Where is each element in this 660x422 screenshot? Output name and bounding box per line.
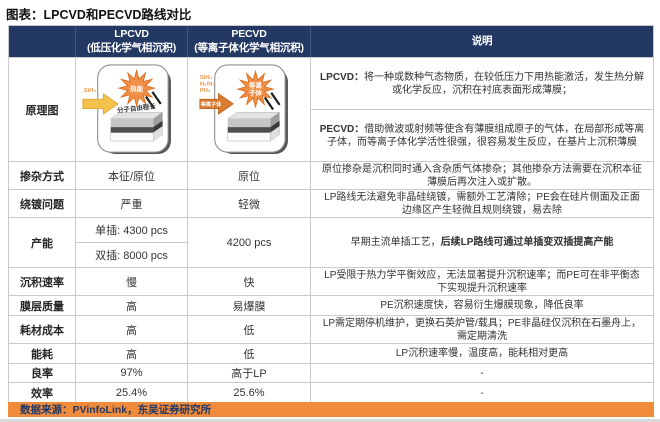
- lpcvd-definition-prefix: LPCVD：: [320, 71, 364, 83]
- row-label-efficiency: 效率: [9, 383, 76, 403]
- lpcvd-definition-text: 将一种或数种气态物质，在较低压力下用热能激活，发生热分解或化学反应，沉积在衬底表…: [363, 71, 644, 96]
- pecvd-principle-diagram: 等离 子体 等离子体 SiH₄ H₂/N₂ PH₃: [199, 64, 288, 155]
- lpcvd-principle-diagram: 热能 SiH₄ 分子自由程长: [81, 64, 171, 155]
- row-label-capacity: 产能: [9, 218, 76, 267]
- row-label-energy: 能耗: [9, 344, 76, 363]
- consumables-pecvd-value: 低: [188, 316, 311, 343]
- plasma-burst-icon: [236, 69, 275, 109]
- header-description: 说明: [471, 34, 493, 47]
- radical-strokes-icon: [144, 91, 162, 110]
- header-pecvd: PECVD (等离子体化学气相沉积): [188, 26, 311, 57]
- yield-pecvd-value: 高于LP: [188, 364, 311, 382]
- pecvd-definition: PECVD：借助微波或射频等使含有薄膜组成原子的气体，在局部形成等离子体，而等离…: [311, 110, 653, 161]
- gas-arrow-icon: [81, 93, 119, 115]
- row-doping: 掺杂方式 本征/原位 原位 原位掺杂是沉积同时通入含杂质气体掺杂；其他掺杂方法需…: [9, 162, 653, 190]
- gas-label-2: H₂/N₂: [200, 81, 216, 87]
- bottom-edge-strip: [0, 419, 660, 422]
- capacity-lpcvd-single-value: 单插: 4300 pcs: [76, 218, 187, 243]
- row-consumables-cost: 耗材成本 高 低 LP需定期停机维护，更换石英炉管/载具；PE非晶硅仅沉积在石墨…: [9, 316, 653, 344]
- capacity-desc-bold: 后续LP路线可通过单插变双插提高产能: [440, 237, 614, 248]
- row-deposition-rate: 沉积速率 慢 快 LP受限于热力学平衡效应，无法显著提升沉积速率；而PE可在非平…: [9, 268, 653, 296]
- row-wraparound: 绕镀问题 严重 轻微 LP路线无法避免非晶硅绕镀，需额外工艺清除；PE会在硅片侧…: [9, 190, 653, 218]
- row-principle: 原理图 热能: [9, 58, 653, 162]
- plasma-arrow-icon: [199, 93, 234, 115]
- wafer-stack-icon: [109, 112, 163, 142]
- energy-lpcvd-value: 高: [76, 344, 188, 363]
- deposition-desc: LP受限于热力学平衡效应，无法显著提升沉积速率；而PE可在非平衡态下实现提升沉积…: [324, 269, 640, 294]
- data-source-text: 数据来源：PVinfoLink，东吴证券研究所: [20, 404, 212, 416]
- header-pecvd-name: PECVD: [231, 28, 267, 41]
- row-label-film-quality: 膜层质量: [9, 296, 76, 315]
- capacity-desc: 早期主流单插工艺，后续LP路线可通过单插变双插提高产能: [311, 218, 653, 267]
- wraparound-lpcvd-value: 严重: [76, 190, 188, 217]
- burst-label-line2: 子体: [249, 88, 262, 97]
- doping-desc: 原位掺杂是沉积同时通入含杂质气体掺杂；其他掺杂方法需要在沉积本征薄膜后再次注入或…: [322, 163, 642, 188]
- gas-label-3: PH₃: [200, 88, 211, 94]
- capacity-lpcvd-cell: 单插: 4300 pcs 双插: 8000 pcs: [76, 218, 188, 267]
- doping-pecvd-value: 原位: [188, 162, 311, 189]
- row-label-wraparound: 绕镀问题: [9, 190, 76, 217]
- consumables-desc: LP需定期停机维护，更换石英炉管/载具；PE非晶硅仅沉积在石墨舟上，需定期清洗: [322, 317, 642, 342]
- burst-label-line1: 等离: [248, 81, 262, 90]
- row-label-doping: 掺杂方式: [9, 162, 76, 189]
- gas-label-1: SiH₄: [200, 75, 213, 81]
- film-pecvd-value: 易爆膜: [188, 296, 311, 315]
- pecvd-definition-text: 借助微波或射频等使含有薄膜组成原子的气体，在局部形成等离子体，而等离子体化学活性…: [327, 123, 645, 148]
- efficiency-lpcvd-value: 25.4%: [76, 383, 188, 403]
- film-lpcvd-value: 高: [76, 296, 188, 315]
- film-desc: PE沉积速度快，容易衍生爆膜现象，降低良率: [380, 300, 584, 311]
- efficiency-desc: -: [480, 387, 484, 399]
- header-blank-cell: [9, 26, 76, 57]
- plasma-arrow-label: 等离子体: [201, 101, 222, 108]
- capacity-desc-normal: 早期主流单插工艺，: [350, 237, 441, 248]
- doping-lpcvd-value: 本征/原位: [76, 162, 188, 189]
- row-capacity: 产能 单插: 4300 pcs 双插: 8000 pcs 4200 pcs 早期…: [9, 218, 653, 268]
- source-bar: 数据来源：PVinfoLink，东吴证券研究所: [8, 402, 654, 417]
- wafer-stack-icon: [226, 112, 281, 142]
- burst-label: 热能: [130, 84, 143, 93]
- header-lpcvd-fullname: (低压化学气相沉积): [87, 41, 176, 54]
- table-header-row: LPCVD (低压化学气相沉积) PECVD (等离子体化学气相沉积) 说明: [9, 26, 653, 58]
- wraparound-pecvd-value: 轻微: [188, 190, 311, 217]
- deposition-lpcvd-value: 慢: [76, 268, 188, 295]
- row-energy: 能耗 高 低 LP沉积速率慢，温度高，能耗相对更高: [9, 344, 653, 364]
- header-lpcvd: LPCVD (低压化学气相沉积): [76, 26, 188, 57]
- row-label-principle: 原理图: [9, 58, 76, 161]
- yield-desc: -: [480, 367, 484, 379]
- row-label-consumables-cost: 耗材成本: [9, 316, 76, 343]
- heat-burst-icon: [116, 68, 156, 108]
- comparison-table: LPCVD (低压化学气相沉积) PECVD (等离子体化学气相沉积) 说明 原…: [8, 25, 654, 404]
- row-yield: 良率 97% 高于LP -: [9, 364, 653, 383]
- capacity-pecvd-value: 4200 pcs: [188, 218, 311, 267]
- gas-label: SiH₄: [83, 88, 96, 94]
- radical-strokes-icon: [263, 92, 281, 111]
- pecvd-definition-prefix: PECVD：: [319, 123, 365, 135]
- lpcvd-definition: LPCVD：将一种或数种气态物质，在较低压力下用热能激活，发生热分解或化学反应，…: [311, 58, 653, 110]
- row-label-yield: 良率: [9, 364, 76, 382]
- row-efficiency: 效率 25.4% 25.6% -: [9, 383, 653, 403]
- efficiency-pecvd-value: 25.6%: [188, 383, 311, 403]
- lpcvd-diagram-cell: 热能 SiH₄ 分子自由程长: [76, 58, 188, 161]
- deposition-pecvd-value: 快: [188, 268, 311, 295]
- pecvd-diagram-cell: 等离 子体 等离子体 SiH₄ H₂/N₂ PH₃: [188, 58, 311, 161]
- energy-desc: LP沉积速率慢，温度高，能耗相对更高: [395, 348, 569, 359]
- wraparound-desc: LP路线无法避免非晶硅绕镀，需额外工艺清除；PE会在硅片侧面及正面边缘区产生轻微…: [324, 191, 640, 216]
- row-label-deposition-rate: 沉积速率: [9, 268, 76, 295]
- energy-pecvd-value: 低: [188, 344, 311, 363]
- principle-desc-cell: LPCVD：将一种或数种气态物质，在较低压力下用热能激活，发生热分解或化学反应，…: [311, 58, 653, 161]
- figure-title: 图表：LPCVD和PECVD路线对比: [6, 8, 192, 22]
- header-lpcvd-name: LPCVD: [114, 28, 149, 41]
- row-film-quality: 膜层质量 高 易爆膜 PE沉积速度快，容易衍生爆膜现象，降低良率: [9, 296, 653, 316]
- capacity-lpcvd-double-value: 双插: 8000 pcs: [95, 250, 168, 262]
- yield-lpcvd-value: 97%: [76, 364, 188, 382]
- consumables-lpcvd-value: 高: [76, 316, 188, 343]
- header-pecvd-fullname: (等离子体化学气相沉积): [194, 41, 304, 54]
